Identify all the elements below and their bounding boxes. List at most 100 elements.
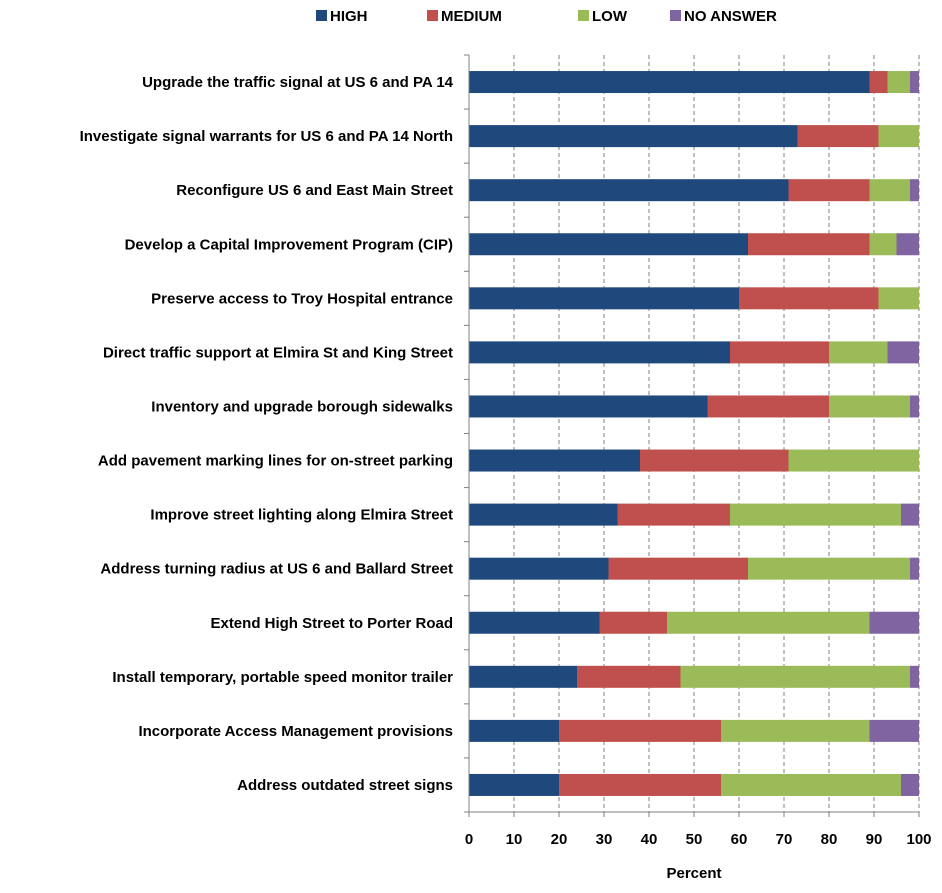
bar-row	[469, 341, 919, 364]
bar-segment-low	[829, 395, 910, 418]
bar-segment-no-answer	[901, 503, 919, 526]
bar-segment-low	[721, 773, 901, 796]
bar-segment-low	[667, 611, 870, 634]
bars	[469, 71, 919, 796]
legend-label: HIGH	[330, 8, 368, 25]
x-axis-title: Percent	[666, 865, 721, 882]
legend-swatch	[427, 10, 438, 21]
bar-segment-no-answer	[910, 71, 919, 94]
bar-row	[469, 71, 919, 94]
bar-segment-no-answer	[910, 395, 919, 418]
bar-row	[469, 125, 919, 148]
category-label: Direct traffic support at Elmira St and …	[103, 344, 453, 361]
category-label: Add pavement marking lines for on-street…	[98, 453, 453, 470]
bar-segment-no-answer	[910, 665, 919, 688]
bar-segment-high	[469, 287, 739, 310]
bar-segment-high	[469, 557, 609, 580]
bar-segment-high	[469, 341, 730, 364]
legend-item-medium: MEDIUM	[427, 8, 502, 25]
bar-segment-no-answer	[896, 233, 919, 256]
bar-segment-medium	[559, 719, 721, 742]
bar-segment-low	[829, 341, 888, 364]
category-label: Reconfigure US 6 and East Main Street	[176, 182, 453, 199]
bar-segment-low	[887, 71, 910, 94]
x-tick-label: 40	[641, 831, 658, 848]
x-tick-label: 10	[506, 831, 523, 848]
bar-segment-high	[469, 503, 618, 526]
bar-segment-medium	[608, 557, 748, 580]
bar-segment-low	[680, 665, 910, 688]
bar-segment-low	[788, 449, 919, 472]
bar-row	[469, 719, 919, 742]
bar-row	[469, 503, 919, 526]
bar-segment-medium	[797, 125, 879, 148]
bar-segment-high	[469, 449, 640, 472]
bar-segment-low	[721, 719, 870, 742]
bar-segment-medium	[739, 287, 879, 310]
bar-row	[469, 773, 919, 796]
x-tick-label: 50	[686, 831, 703, 848]
bar-segment-high	[469, 125, 798, 148]
bar-row	[469, 665, 919, 688]
bar-row	[469, 449, 919, 472]
category-label: Preserve access to Troy Hospital entranc…	[151, 290, 453, 307]
category-label: Address turning radius at US 6 and Balla…	[100, 561, 453, 578]
category-labels: Upgrade the traffic signal at US 6 and P…	[80, 74, 454, 794]
bar-segment-high	[469, 179, 789, 202]
category-label: Improve street lighting along Elmira Str…	[150, 507, 453, 524]
bar-segment-no-answer	[910, 557, 919, 580]
legend-label: MEDIUM	[441, 8, 502, 25]
bar-segment-high	[469, 773, 559, 796]
legend-item-high: HIGH	[316, 8, 368, 25]
axes: 0 10 20 30 40 50 60 70 80 90 100	[464, 54, 932, 848]
bar-segment-low	[748, 557, 910, 580]
legend: HIGH MEDIUM LOW NO ANSWER	[316, 8, 777, 25]
category-label: Develop a Capital Improvement Program (C…	[125, 236, 453, 253]
legend-label: NO ANSWER	[684, 8, 777, 25]
bar-segment-low	[878, 125, 919, 148]
bar-segment-medium	[788, 179, 870, 202]
bar-segment-low	[869, 179, 910, 202]
legend-swatch	[316, 10, 327, 21]
bar-segment-medium	[748, 233, 870, 256]
legend-swatch	[670, 10, 681, 21]
bar-row	[469, 557, 919, 580]
category-label: Address outdated street signs	[237, 777, 453, 794]
x-tick-label: 80	[821, 831, 838, 848]
legend-item-low: LOW	[578, 8, 628, 25]
legend-label: LOW	[592, 8, 628, 25]
x-tick-label: 0	[465, 831, 473, 848]
bar-segment-medium	[640, 449, 789, 472]
bar-segment-no-answer	[910, 179, 919, 202]
category-label: Investigate signal warrants for US 6 and…	[80, 128, 453, 145]
bar-segment-medium	[707, 395, 829, 418]
category-label: Upgrade the traffic signal at US 6 and P…	[142, 74, 454, 91]
x-tick-label: 60	[731, 831, 748, 848]
bar-segment-no-answer	[869, 719, 919, 742]
bar-segment-high	[469, 611, 600, 634]
category-label: Install temporary, portable speed monito…	[112, 669, 453, 686]
category-label: Inventory and upgrade borough sidewalks	[151, 398, 453, 415]
bar-row	[469, 179, 919, 202]
bar-segment-no-answer	[869, 611, 919, 634]
bar-segment-medium	[559, 773, 721, 796]
bar-segment-high	[469, 71, 870, 94]
bar-segment-medium	[869, 71, 888, 94]
category-label: Extend High Street to Porter Road	[210, 615, 453, 632]
bar-segment-medium	[617, 503, 730, 526]
gridlines	[513, 55, 920, 812]
bar-row	[469, 233, 919, 256]
bar-segment-high	[469, 233, 748, 256]
bar-segment-low	[730, 503, 901, 526]
x-tick-label: 20	[551, 831, 568, 848]
bar-row	[469, 287, 919, 310]
x-tick-label: 30	[596, 831, 613, 848]
bar-segment-no-answer	[887, 341, 919, 364]
bar-segment-no-answer	[901, 773, 919, 796]
x-tick-label: 90	[866, 831, 883, 848]
bar-row	[469, 611, 919, 634]
bar-segment-medium	[730, 341, 829, 364]
bar-segment-high	[469, 719, 559, 742]
